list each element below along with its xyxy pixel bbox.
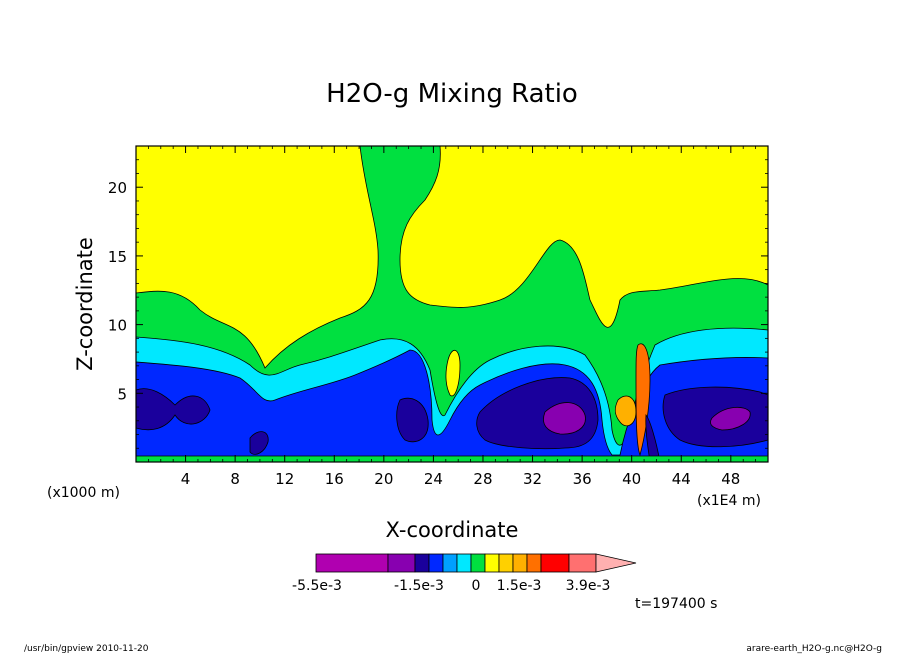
- chart-title: H2O-g Mixing Ratio: [326, 79, 578, 109]
- field-dark-blue-region: [136, 377, 768, 455]
- x-tick-label: 24: [424, 470, 443, 488]
- y-tick-label: 20: [108, 179, 127, 197]
- field-red-anomaly: [635, 343, 651, 457]
- heatmap-plot-area: [136, 146, 768, 462]
- x-tick-label: 32: [523, 470, 542, 488]
- plot-frame: [135, 145, 769, 463]
- x-tick-label: 36: [573, 470, 592, 488]
- colorbar-swatch: [315, 553, 389, 573]
- colorbar-swatch: [387, 553, 416, 573]
- y-tick-label: 10: [108, 317, 127, 335]
- x-tick-label: 8: [230, 470, 240, 488]
- colorbar-swatch: [442, 553, 458, 573]
- x-scale-label: (x1E4 m): [697, 493, 761, 509]
- colorbar-label: -1.5e-3: [394, 578, 444, 594]
- field-bottom-layer: [136, 455, 768, 462]
- x-tick-label: 12: [275, 470, 294, 488]
- field-orange-anomaly: [614, 395, 637, 427]
- field-dark-streak: [645, 413, 661, 462]
- footer-left: /usr/bin/gpview 2010-11-20: [24, 644, 149, 654]
- x-tick-label: 48: [721, 470, 740, 488]
- y-tick-label: 5: [117, 385, 127, 403]
- colorbar-swatch: [526, 553, 542, 573]
- colorbar-label: 3.9e-3: [566, 578, 611, 594]
- colorbar-labels: -5.5e-3 -1.5e-3 0 1.5e-3 3.9e-3: [292, 578, 610, 594]
- x-tick-label: 28: [473, 470, 492, 488]
- colorbar: [315, 553, 637, 573]
- x-tick-label: 16: [325, 470, 344, 488]
- field-yellow-blob: [445, 350, 461, 397]
- colorbar-swatch: [498, 553, 514, 573]
- colorbar-swatch: [568, 553, 597, 573]
- time-label: t=197400 s: [635, 596, 717, 612]
- x-tick-label: 20: [374, 470, 393, 488]
- colorbar-swatch: [540, 553, 570, 573]
- x-tick-label: 44: [672, 470, 691, 488]
- colorbar-label: -5.5e-3: [292, 578, 342, 594]
- colorbar-swatch: [484, 553, 500, 573]
- field-purple-region: [543, 402, 751, 435]
- colorbar-swatch: [512, 553, 528, 573]
- y-axis-label: Z-coordinate: [73, 237, 97, 371]
- x-tick-label: 40: [622, 470, 641, 488]
- colorbar-swatch: [428, 553, 444, 573]
- y-axis-ticks: 5 10 15 20: [108, 159, 768, 449]
- colorbar-swatch: [456, 553, 472, 573]
- colorbar-swatch: [470, 553, 486, 573]
- footer-right: arare-earth_H2O-g.nc@H2O-g: [746, 644, 882, 654]
- x-axis-label: X-coordinate: [386, 518, 519, 542]
- colorbar-extension-arrow: [595, 553, 637, 573]
- colorbar-swatch: [414, 553, 430, 573]
- x-tick-label: 4: [181, 470, 191, 488]
- colorbar-label: 0: [472, 578, 481, 594]
- x-unit-label: (x1000 m): [47, 485, 120, 501]
- colorbar-label: 1.5e-3: [497, 578, 542, 594]
- x-axis-ticks: 4 8 12 16 20 24 28 32 36 40 44 48: [147, 146, 757, 488]
- y-tick-label: 15: [108, 248, 127, 266]
